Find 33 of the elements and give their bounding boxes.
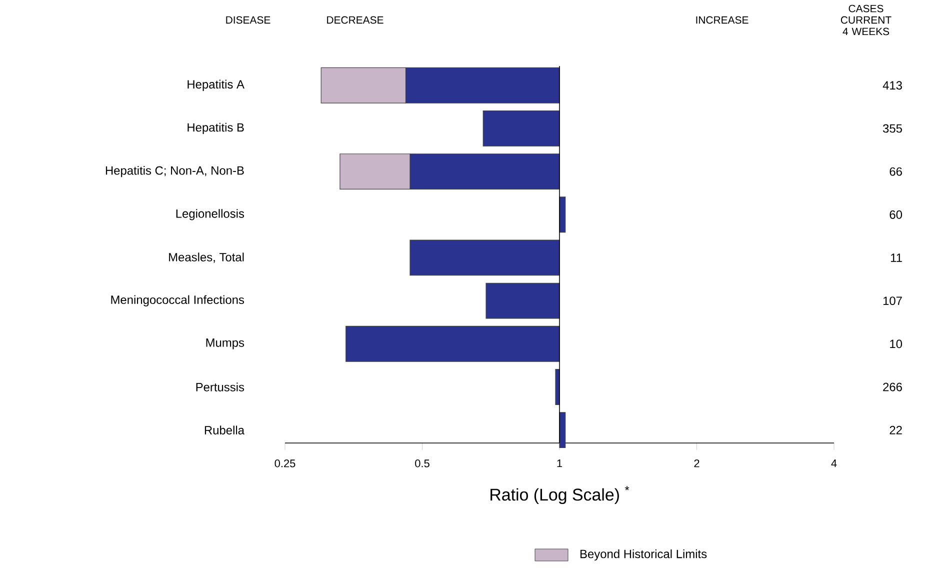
y-tick-label: Pertussis xyxy=(196,382,244,392)
legend-label: Beyond Historical Limits xyxy=(580,549,707,561)
text: INCREASE xyxy=(696,16,748,24)
bar xyxy=(410,240,560,276)
text: 355 xyxy=(882,124,902,133)
text: DECREASE xyxy=(327,16,384,24)
text: DISEASE xyxy=(226,16,270,24)
bar xyxy=(482,110,560,146)
x-tick-label: 1 xyxy=(557,460,562,468)
text: CASES CURRENT 4 WEEKS xyxy=(840,4,892,36)
text: 413 xyxy=(882,81,902,90)
x-tick-label: 0.25 xyxy=(274,460,296,468)
text: 107 xyxy=(883,296,902,306)
y-tick-label: Rubella xyxy=(204,426,244,434)
y-tick-label: Legionellosis xyxy=(176,209,244,220)
x-tick-label: 4 xyxy=(831,460,837,468)
x-tick-label: 2 xyxy=(694,460,700,468)
y-tick-label: Mumps xyxy=(206,338,244,350)
y-tick-label: Hepatitis A xyxy=(188,80,244,91)
text: 22 xyxy=(890,426,902,434)
text: 60 xyxy=(890,210,902,219)
bar xyxy=(486,282,560,319)
text: 11 xyxy=(890,254,902,262)
text: 66 xyxy=(890,167,902,176)
y-tick-label: Hepatitis B xyxy=(188,122,244,134)
bar xyxy=(346,326,560,362)
x-tick-label: 0.5 xyxy=(415,460,430,468)
text: 10 xyxy=(890,340,902,348)
y-tick-label: Hepatitis C; Non-A, Non-B xyxy=(106,166,244,178)
y-tick-label: Meningococcal Infections xyxy=(111,295,244,306)
y-tick-label: Measles, Total xyxy=(169,252,244,263)
text: 266 xyxy=(883,382,902,392)
x-axis-title: Ratio (Log Scale) $^{*}$ xyxy=(490,486,630,504)
